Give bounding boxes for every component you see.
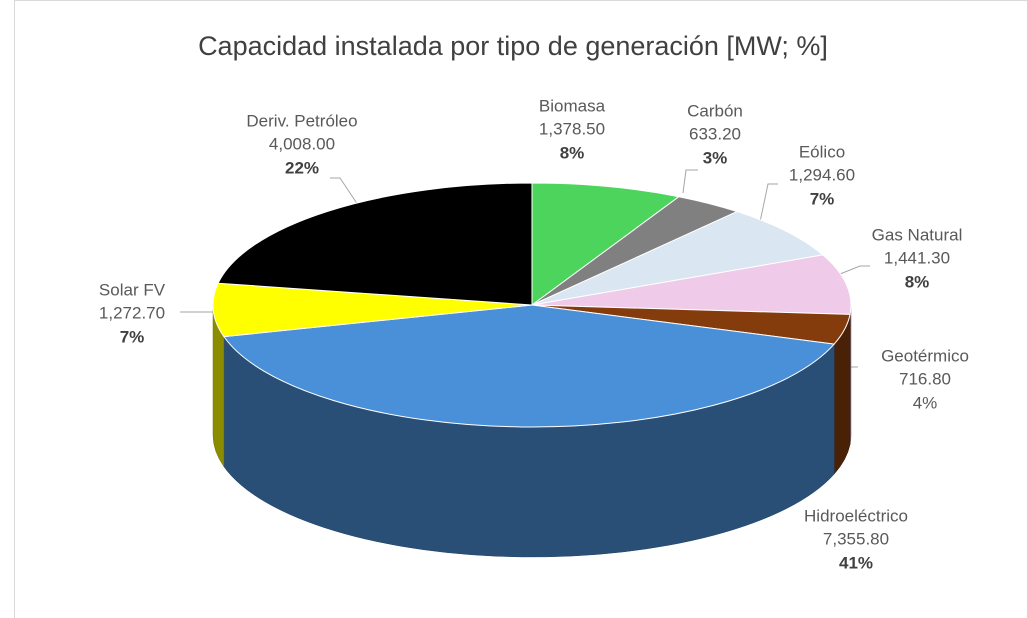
data-label-percent: 7% (810, 189, 835, 208)
data-label-name: Geotérmico (881, 346, 969, 365)
data-label-percent: 3% (703, 148, 728, 167)
data-label-value: 1,294.60 (789, 165, 855, 184)
data-label-percent: 7% (120, 327, 145, 346)
data-label-name: Deriv. Petróleo (246, 111, 357, 130)
data-label-value: 716.80 (899, 369, 951, 388)
leader-lines (180, 169, 870, 406)
data-label-value: 633.20 (689, 124, 741, 143)
data-label-percent: 4% (913, 393, 938, 412)
data-label-name: Carbón (687, 101, 743, 120)
data-label-name: Hidroeléctrico (804, 506, 908, 525)
leader-line (759, 183, 778, 223)
slice (223, 304, 836, 428)
data-label-percent: 8% (560, 143, 585, 162)
data-label-value: 4,008.00 (269, 134, 335, 153)
slice (531, 254, 852, 315)
leader-line (682, 169, 698, 194)
slice (531, 211, 825, 306)
chart-title: Capacidad instalada por tipo de generaci… (198, 31, 828, 61)
data-label-value: 1,272.70 (99, 303, 165, 322)
slice (531, 182, 681, 306)
data-label-value: 7,355.80 (823, 529, 889, 548)
data-label-name: Eólico (799, 142, 845, 161)
leader-line (330, 177, 359, 206)
data-label-percent: 8% (905, 272, 930, 291)
data-label-value: 1,441.30 (884, 248, 950, 267)
data-label-percent: 22% (285, 158, 319, 177)
data-label-percent: 41% (839, 553, 873, 572)
data-label-value: 1,378.50 (539, 119, 605, 138)
data-label-name: Gas Natural (872, 225, 963, 244)
slice (217, 182, 533, 306)
pie (212, 182, 852, 558)
data-label-name: Biomasa (539, 96, 606, 115)
data-label-name: Solar FV (99, 280, 166, 299)
slice (212, 282, 533, 338)
